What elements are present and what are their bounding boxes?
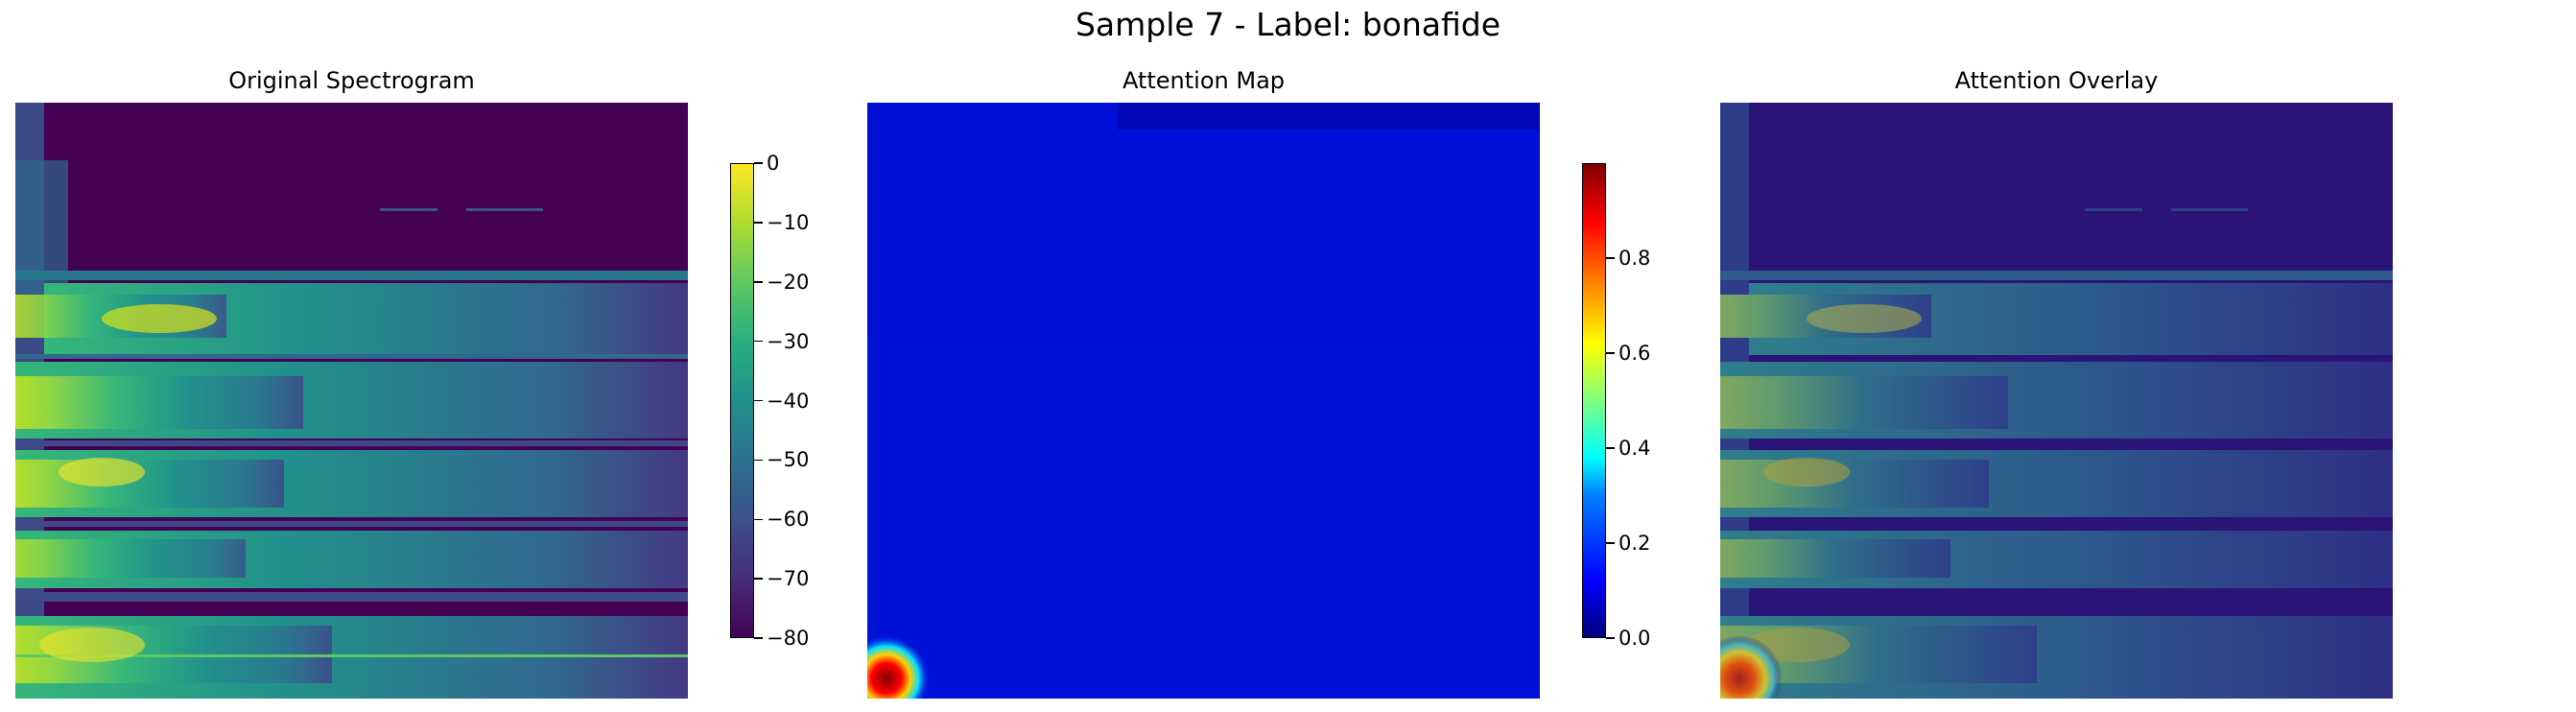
spectrogram-image <box>15 103 688 699</box>
cb2-tick-label: 0.2 <box>1619 532 1651 555</box>
cb2-tick-label: 0.8 <box>1619 247 1651 270</box>
cb1-tick-label: −40 <box>767 389 810 413</box>
cb2-tick-mark <box>1606 257 1615 259</box>
cb1-tick-label: −50 <box>767 448 810 472</box>
cb2-tick-label: 0.4 <box>1619 437 1651 460</box>
figure-title: Sample 7 - Label: bonafide <box>1075 6 1501 43</box>
cb1-tick-mark <box>754 459 763 462</box>
cb1-tick-label: −80 <box>767 627 810 650</box>
overlay-image <box>1720 103 2393 699</box>
cb1-tick-mark <box>754 518 763 520</box>
attention-map-image <box>867 103 1540 699</box>
cb1-tick-label: −60 <box>767 508 810 532</box>
cb1-tick-mark <box>754 162 763 164</box>
cb1-tick-mark <box>754 281 763 283</box>
cb1-tick-mark <box>754 340 763 343</box>
cb1-tick-label: −10 <box>767 210 810 234</box>
cb1-tick-mark <box>754 222 763 224</box>
spectrogram-colorbar <box>730 163 754 638</box>
cb1-tick-mark <box>754 637 763 639</box>
cb1-tick-label: −30 <box>767 329 810 353</box>
cb1-tick-mark <box>754 399 763 402</box>
cb1-tick-label: −70 <box>767 567 810 591</box>
cb2-tick-label: 0.6 <box>1619 342 1651 365</box>
cb2-tick-mark <box>1606 637 1615 639</box>
cb1-tick-mark <box>754 578 763 580</box>
attention-colorbar <box>1582 163 1606 638</box>
spectrogram-title: Original Spectrogram <box>228 67 475 94</box>
attention-map-title: Attention Map <box>1122 67 1286 94</box>
cb2-tick-mark <box>1606 542 1615 544</box>
cb2-tick-label: 0.0 <box>1619 627 1651 650</box>
cb1-tick-label: −20 <box>767 270 810 294</box>
cb1-tick-label: 0 <box>767 152 780 175</box>
cb2-tick-mark <box>1606 447 1615 449</box>
cb2-tick-mark <box>1606 352 1615 354</box>
overlay-title: Attention Overlay <box>1954 67 2159 94</box>
